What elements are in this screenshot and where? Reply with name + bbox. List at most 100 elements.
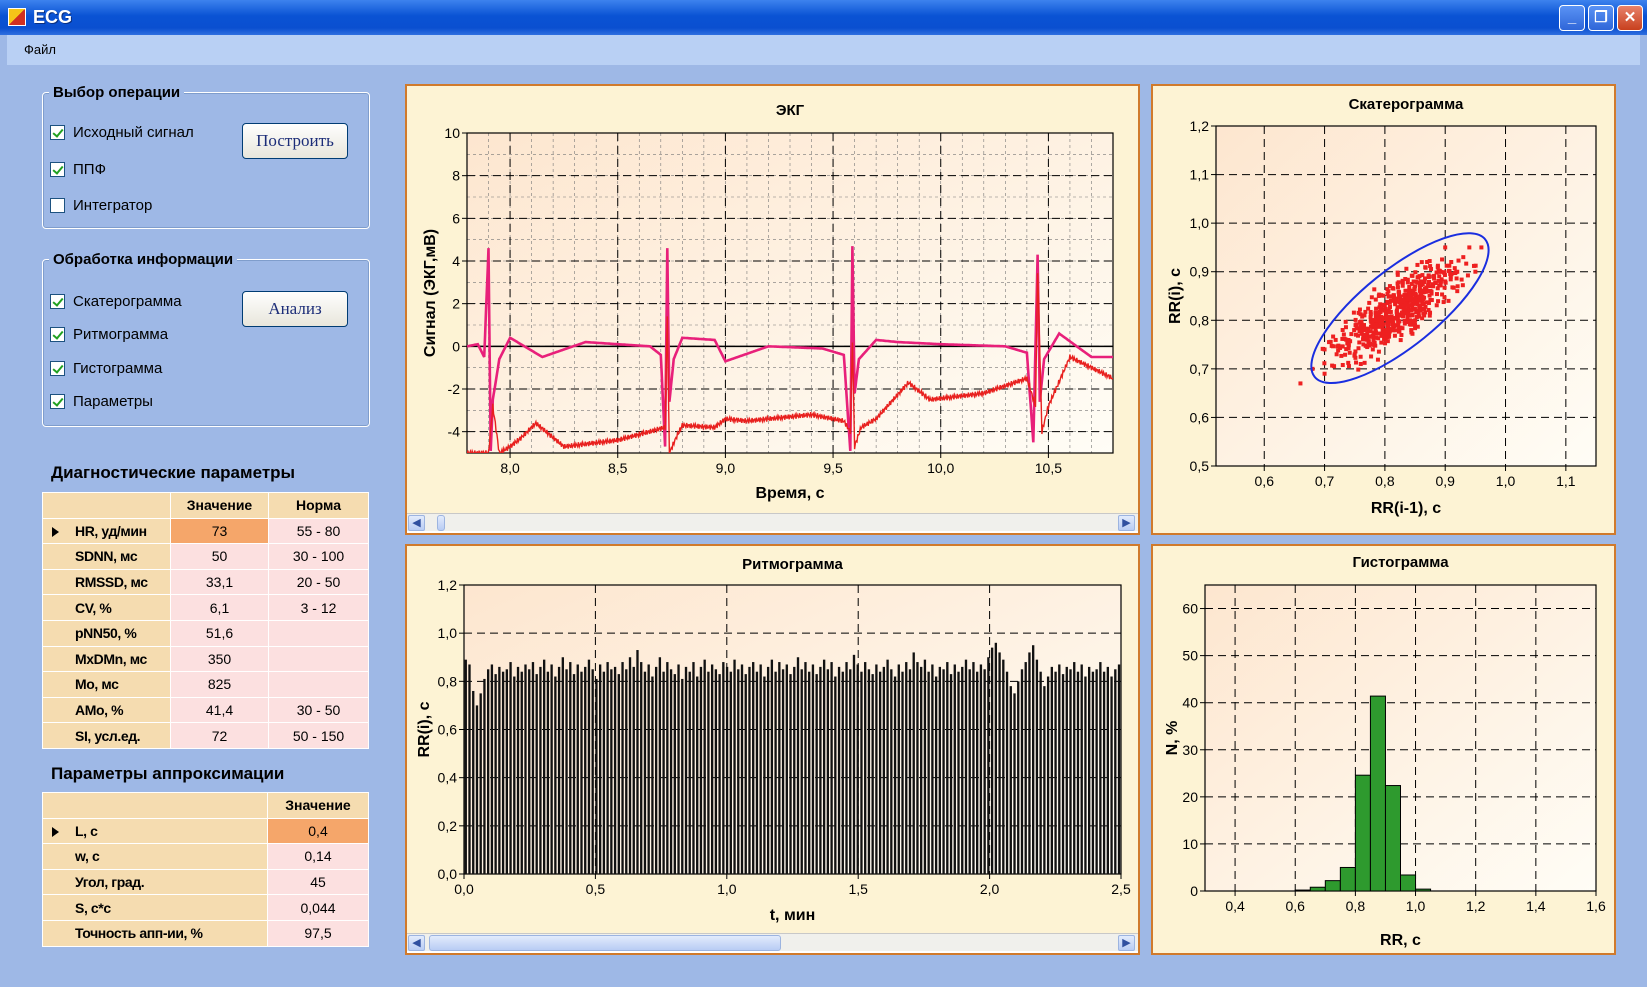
scatter-point	[1366, 306, 1371, 311]
checkbox-box[interactable]	[50, 162, 65, 177]
rhythm-bar	[1020, 669, 1024, 874]
menu-file[interactable]: Файл	[24, 42, 56, 57]
row-header[interactable]: SDNN, мс	[42, 543, 171, 570]
col-header-norm[interactable]: Норма	[268, 492, 369, 519]
value-cell[interactable]: 41,4	[170, 696, 269, 724]
processing-group: Обработка информации	[42, 251, 370, 427]
value-cell[interactable]: 73	[170, 517, 269, 545]
rhythm-hscrollbar[interactable]: ◀ ▶	[407, 933, 1138, 951]
checkbox-box[interactable]	[50, 294, 65, 309]
checkbox-rhythmogram[interactable]: Ритмограмма	[50, 326, 168, 343]
value-cell[interactable]: 0,14	[267, 843, 369, 870]
col-header-value[interactable]: Значение	[170, 492, 269, 519]
checkbox-box[interactable]	[50, 394, 65, 409]
value-cell[interactable]: 51,6	[170, 619, 269, 647]
value-cell[interactable]: 0,044	[267, 894, 369, 921]
checkbox-parameters[interactable]: Параметры	[50, 393, 153, 410]
checkbox-box[interactable]	[50, 327, 65, 342]
scroll-thumb[interactable]	[437, 515, 445, 531]
table-row[interactable]: w, с 0,14	[42, 843, 369, 870]
table-row[interactable]: L, с 0,4	[42, 817, 369, 845]
close-button[interactable]: ✕	[1617, 5, 1643, 31]
row-header[interactable]: Точность апп-ии, %	[42, 919, 268, 947]
checkbox-box[interactable]	[50, 361, 65, 376]
checkbox-source-signal[interactable]: Исходный сигнал	[50, 124, 194, 141]
checkbox-label: Исходный сигнал	[73, 124, 194, 141]
row-header[interactable]: w, с	[42, 843, 268, 870]
checkbox-integrator[interactable]: Интегратор	[50, 197, 152, 214]
scatter-point	[1395, 305, 1400, 310]
table-row[interactable]: CV, % 6,1 3 - 12	[42, 594, 369, 621]
norm-cell[interactable]	[268, 671, 369, 698]
norm-cell[interactable]	[268, 645, 369, 673]
value-cell[interactable]: 825	[170, 671, 269, 698]
table-row[interactable]: SI, усл.ед. 72 50 - 150	[42, 722, 369, 749]
value-cell[interactable]: 0,4	[267, 817, 369, 845]
table-row[interactable]: pNN50, % 51,6	[42, 619, 369, 647]
row-header[interactable]: HR, уд/мин	[42, 517, 171, 545]
rhythm-bar	[692, 662, 695, 874]
scattergram-panel: 0,5 0,6 0,7 0,8 0,9 1,0 1,1 1,2 0,6 0,7 0,8 0,9 1,0 1…	[1151, 84, 1616, 535]
approx-params-table[interactable]: Значение L, с 0,4 w, с 0,14 Угол, град. 45 S, …	[42, 792, 369, 947]
norm-cell[interactable]: 20 - 50	[268, 568, 369, 596]
norm-cell[interactable]: 30 - 100	[268, 543, 369, 570]
diag-params-table[interactable]: Значение Норма HR, уд/мин 73 55 - 80 SDNN, …	[42, 492, 369, 749]
checkbox-scattergram[interactable]: Скатерограмма	[50, 293, 182, 310]
row-header[interactable]: L, с	[42, 817, 268, 845]
row-header[interactable]: CV, %	[42, 594, 171, 621]
row-header[interactable]: Угол, град.	[42, 868, 268, 896]
row-header[interactable]: RMSSD, мс	[42, 568, 171, 596]
value-cell[interactable]: 6,1	[170, 594, 269, 621]
checkbox-histogram[interactable]: Гистограмма	[50, 360, 162, 377]
norm-cell[interactable]: 3 - 12	[268, 594, 369, 621]
maximize-button[interactable]: ❐	[1588, 5, 1614, 31]
rhythm-bar	[920, 666, 923, 874]
value-cell[interactable]: 72	[170, 722, 269, 749]
table-row[interactable]: RMSSD, мс 33,1 20 - 50	[42, 568, 369, 596]
value-cell[interactable]: 50	[170, 543, 269, 570]
col-header-value[interactable]: Значение	[267, 792, 369, 819]
scroll-right-arrow[interactable]: ▶	[1118, 935, 1135, 951]
norm-cell[interactable]: 55 - 80	[268, 517, 369, 545]
value-cell[interactable]: 33,1	[170, 568, 269, 596]
table-row[interactable]: SDNN, мс 50 30 - 100	[42, 543, 369, 570]
value-cell[interactable]: 45	[267, 868, 369, 896]
scatter-point	[1322, 361, 1327, 366]
table-row[interactable]: AMo, % 41,4 30 - 50	[42, 696, 369, 724]
row-header[interactable]: SI, усл.ед.	[42, 722, 171, 749]
table-row[interactable]: HR, уд/мин 73 55 - 80	[42, 517, 369, 545]
scatter-point	[1368, 341, 1373, 346]
norm-cell[interactable]	[268, 619, 369, 647]
row-header[interactable]: S, с*с	[42, 894, 268, 921]
scroll-left-arrow[interactable]: ◀	[408, 515, 425, 531]
build-button[interactable]: Построить	[242, 123, 348, 159]
scroll-right-arrow[interactable]: ▶	[1118, 515, 1135, 531]
x-tick-label: 8,5	[608, 460, 628, 476]
checkbox-box[interactable]	[50, 198, 65, 213]
scroll-left-arrow[interactable]: ◀	[408, 935, 425, 951]
row-header[interactable]: AMo, %	[42, 696, 171, 724]
value-cell[interactable]: 97,5	[267, 919, 369, 947]
scroll-thumb[interactable]	[429, 935, 781, 951]
x-tick-label: 0,0	[454, 881, 474, 897]
table-row[interactable]: MxDMn, мс 350	[42, 645, 369, 673]
value-cell[interactable]: 350	[170, 645, 269, 673]
minimize-button[interactable]: _	[1559, 5, 1585, 31]
table-row[interactable]: Точность апп-ии, % 97,5	[42, 919, 369, 947]
row-header[interactable]: MxDMn, мс	[42, 645, 171, 673]
norm-cell[interactable]: 30 - 50	[268, 696, 369, 724]
table-row[interactable]: S, с*с 0,044	[42, 894, 369, 921]
row-header[interactable]: pNN50, %	[42, 619, 171, 647]
analyze-button[interactable]: Анализ	[242, 291, 348, 327]
table-row[interactable]: Угол, град. 45	[42, 868, 369, 896]
table-row[interactable]: Mo, мс 825	[42, 671, 369, 698]
scatter-point	[1414, 279, 1419, 284]
norm-cell[interactable]: 50 - 150	[268, 722, 369, 749]
checkbox-bandpass[interactable]: ППФ	[50, 161, 106, 178]
row-header[interactable]: Mo, мс	[42, 671, 171, 698]
ecg-hscrollbar[interactable]: ◀ ▶	[407, 513, 1138, 531]
scatter-point	[1392, 295, 1397, 300]
checkbox-box[interactable]	[50, 125, 65, 140]
y-axis-label: Сигнал (ЭКГ,мВ)	[422, 229, 439, 357]
scatter-point	[1425, 260, 1430, 264]
